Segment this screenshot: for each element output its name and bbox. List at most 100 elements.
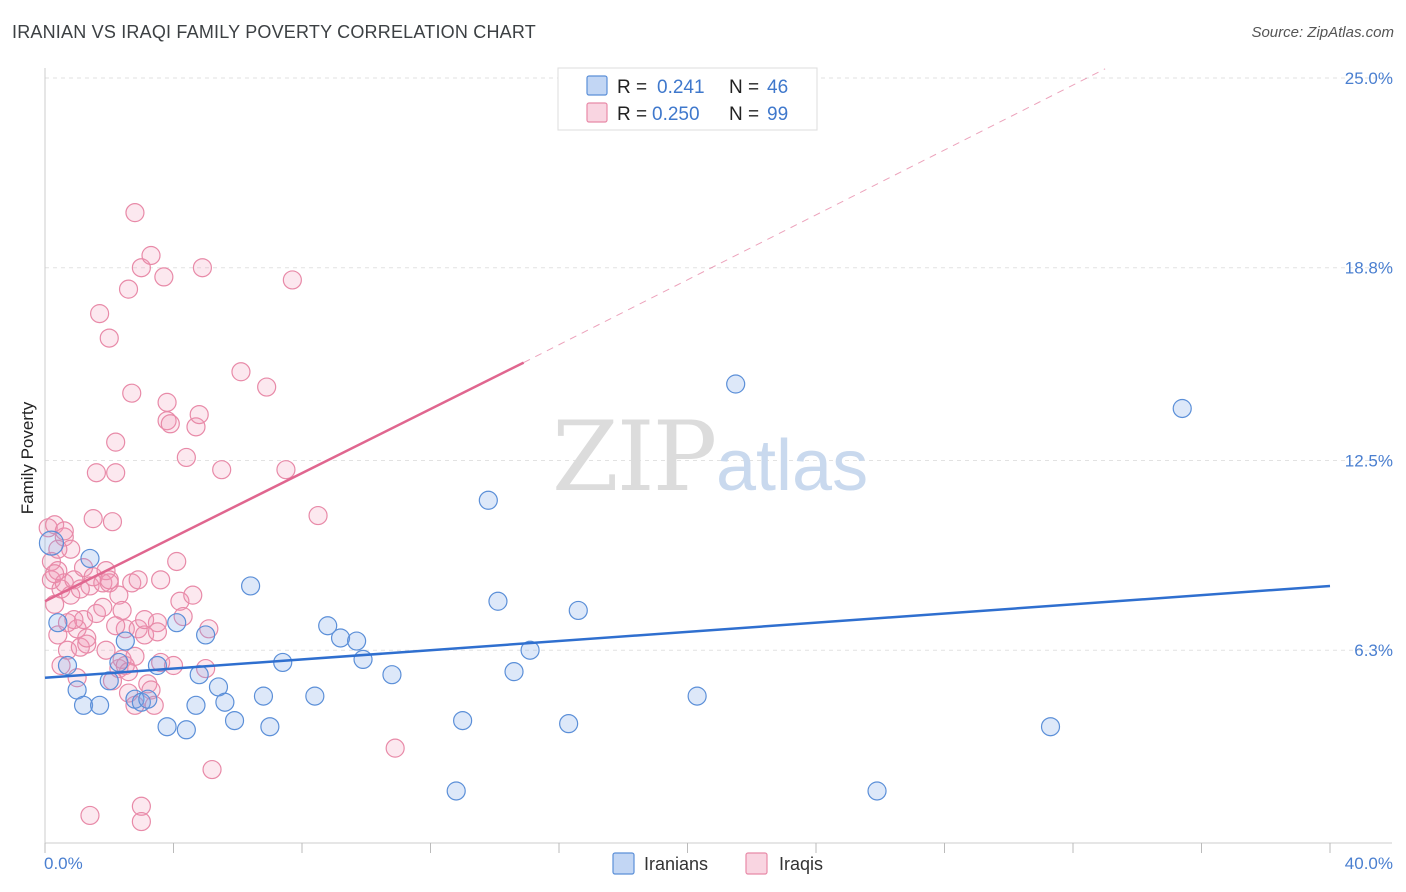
x-tick-label-0: 0.0% [44, 854, 83, 873]
iraqi-point-26 [86, 463, 107, 483]
iranian-point-28 [330, 628, 351, 648]
iranian-point-13 [147, 655, 168, 676]
iranian-point-18 [196, 625, 216, 645]
iraqi-point-87 [385, 738, 405, 758]
iranians-points [38, 374, 1192, 801]
iraqi-point-73 [176, 447, 196, 468]
iranians-r-label: R = [617, 77, 647, 98]
iraqi-point-81 [212, 460, 232, 480]
watermark-atlas: atlas [716, 426, 868, 506]
iranian-point-26 [305, 686, 325, 706]
iraqis-series-swatch [745, 852, 768, 875]
iranian-point-21 [224, 710, 245, 731]
iranian-point-38 [559, 714, 579, 734]
iranian-point-12 [138, 689, 158, 709]
iraqi-point-95 [54, 521, 74, 541]
iraqi-point-37 [106, 432, 126, 452]
iranian-point-14 [157, 717, 177, 737]
iraqi-point-23 [80, 805, 100, 826]
iraqi-point-69 [163, 655, 184, 676]
iranian-point-42 [867, 781, 887, 801]
iraqi-point-55 [131, 811, 151, 832]
iranian-point-15 [167, 613, 187, 633]
iraqi-point-31 [96, 640, 116, 660]
iraqi-point-82 [231, 362, 251, 382]
iraqis-trend-line [44, 361, 525, 603]
iraqi-point-35 [102, 512, 123, 532]
iranian-point-6 [90, 695, 110, 715]
y-tick-label-0: 6.3% [1354, 641, 1393, 660]
iraqi-point-84 [276, 460, 296, 480]
iraqi-point-25 [83, 509, 103, 529]
iranian-point-1 [48, 613, 68, 633]
iraqi-point-70 [167, 551, 187, 572]
iranian-point-24 [260, 717, 280, 737]
iranian-point-27 [318, 616, 338, 636]
iraqi-point-67 [157, 411, 177, 431]
iranian-point-33 [453, 710, 473, 731]
iraqi-point-98 [48, 539, 68, 559]
iranian-point-37 [520, 640, 540, 660]
iranian-point-34 [478, 490, 498, 510]
y-tick-label-2: 18.8% [1345, 259, 1393, 278]
source-label: Source: ZipAtlas.com [1251, 24, 1394, 41]
iranian-point-40 [687, 686, 707, 706]
iraqi-point-92 [106, 616, 126, 636]
iranian-point-43 [1040, 717, 1061, 737]
iraqi-point-88 [45, 564, 65, 584]
iraqis-r-value: 0.250 [652, 104, 700, 125]
iraqi-point-76 [189, 405, 209, 425]
iraqi-point-32 [99, 328, 119, 348]
tick-labels: 6.3% 12.5% 18.8% 25.0% 0.0% 40.0% [44, 69, 1393, 873]
iraqi-point-21 [77, 634, 97, 654]
iraqi-point-66 [157, 392, 177, 412]
iranian-point-2 [57, 655, 78, 676]
iraqi-point-89 [64, 610, 84, 630]
iranians-series-swatch [612, 852, 635, 875]
iraqis-trend-extension [523, 68, 1106, 364]
iranian-point-41 [726, 374, 746, 394]
iraqi-point-9 [54, 527, 74, 547]
iranian-point-9 [115, 631, 135, 651]
iraqis-series-label: Iraqis [779, 854, 823, 874]
grid [45, 77, 1392, 651]
iraqi-point-62 [147, 622, 168, 642]
stats-legend: R = 0.241 N = 46 R = 0.250 N = 99 [557, 67, 818, 131]
iranian-point-31 [382, 665, 402, 685]
iranians-n-label: N = [729, 77, 759, 98]
iraqi-point-44 [118, 279, 139, 299]
stats-legend-box [557, 67, 818, 131]
iraqi-point-51 [128, 570, 148, 590]
iranian-point-36 [504, 662, 524, 682]
iranian-point-32 [446, 781, 466, 801]
iranians-n-value: 46 [767, 77, 788, 98]
iraqis-n-label: N = [729, 104, 759, 125]
iraqi-point-46 [122, 383, 142, 403]
axes [44, 68, 1392, 853]
iraqi-point-85 [282, 270, 302, 290]
iraqis-points [38, 203, 405, 832]
iranian-point-16 [176, 720, 196, 740]
iranian-point-0 [38, 530, 65, 556]
iraqi-point-86 [308, 505, 328, 526]
iranian-point-23 [253, 686, 274, 706]
iraqi-point-28 [90, 304, 110, 324]
iranian-point-5 [80, 548, 100, 569]
y-tick-label-3: 25.0% [1345, 69, 1393, 88]
iranian-point-4 [73, 695, 94, 715]
iraqi-point-90 [77, 628, 97, 648]
iranian-point-20 [215, 692, 235, 712]
x-tick-label-1: 40.0% [1345, 854, 1393, 873]
iranian-point-22 [241, 576, 261, 596]
iranian-point-30 [353, 649, 373, 670]
iraqi-point-38 [109, 585, 129, 605]
iranians-series-label: Iranians [644, 854, 708, 874]
iraqi-point-74 [183, 585, 203, 605]
iranians-r-value: 0.241 [657, 77, 705, 98]
iraqis-n-value: 99 [767, 104, 788, 125]
iraqi-point-80 [202, 759, 222, 780]
iraqi-point-94 [134, 610, 155, 630]
iraqi-point-75 [186, 417, 206, 437]
iranian-point-8 [109, 652, 129, 673]
